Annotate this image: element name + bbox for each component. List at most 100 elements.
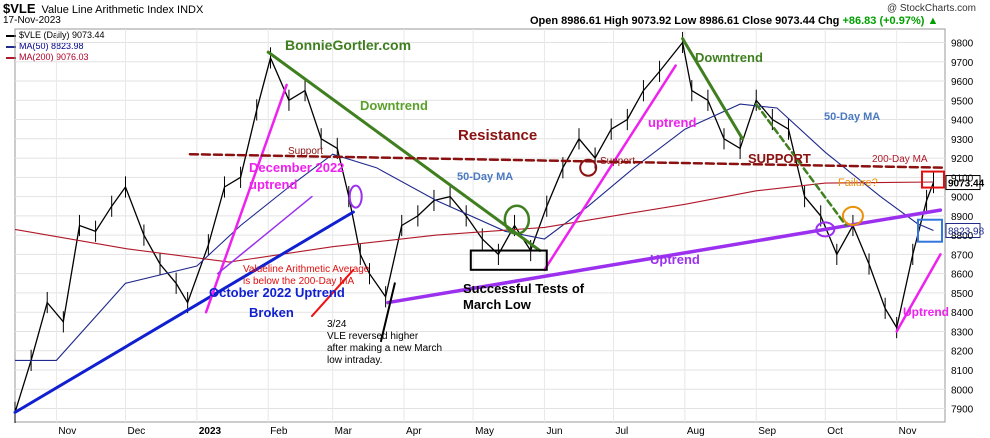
x-tick-label: Feb <box>270 426 288 437</box>
y-tick-label: 7900 <box>951 405 974 416</box>
uptrend-line-2 <box>543 64 677 272</box>
ma50-annot-1: 50-Day MA <box>457 171 513 183</box>
y-tick-label: 8200 <box>951 347 974 358</box>
x-tick-label: Nov <box>58 426 76 437</box>
march-low-box <box>469 249 548 271</box>
legend-price: $VLE (Daily) 9073.44 <box>6 30 105 40</box>
chart-index-name: Value Line Arithmetic Index INDX <box>41 4 204 16</box>
x-tick-label: Oct <box>827 426 843 437</box>
chart-date: 17-Nov-2023 <box>3 15 61 26</box>
change-value: +86.83 (+0.97%) ▲ <box>842 15 939 27</box>
ma50-value-bg <box>945 223 981 239</box>
y-tick-label: 8700 <box>951 250 974 261</box>
series-ma200 <box>14 181 934 263</box>
failure-label: Failure? <box>838 177 878 189</box>
chart-credit: @ StockCharts.com <box>886 3 976 14</box>
below-ma-label-1: Valueline Arithmetic Average <box>243 264 370 275</box>
y-tick-label: 8300 <box>951 327 974 338</box>
x-tick-label: 2023 <box>199 426 222 437</box>
note-label-1: 3/24 <box>327 319 347 330</box>
y-tick-label: 8400 <box>951 308 974 319</box>
resistance-label: Resistance <box>458 127 537 144</box>
y-tick-label: 9500 <box>951 96 974 107</box>
tests-label-1: Successful Tests of <box>463 281 585 296</box>
y-tick-label: 8600 <box>951 270 974 281</box>
chart-grid <box>14 28 946 423</box>
legend-ma200: MA(200) 9076.03 <box>6 52 89 62</box>
price-value-bg <box>945 175 981 191</box>
support-label: Support <box>288 146 323 157</box>
y-tick-label: 9200 <box>951 154 974 165</box>
series-lines <box>14 31 935 423</box>
axis-ticks: 7900 8000 8100 8200 8300 8400 8500 8600 8700 8800… <box>58 38 973 437</box>
y-tick-label: 8100 <box>951 366 974 377</box>
y-tick-label: 9700 <box>951 58 974 69</box>
downtrend2-label: Downtrend <box>695 50 763 65</box>
watermark-label: BonnieGortler.com <box>285 37 411 53</box>
downtrend-line <box>266 50 542 253</box>
support-caps-label: SUPPORT <box>748 151 811 166</box>
legend-ma50: MA(50) 8823.98 <box>6 41 84 51</box>
y-tick-label: 8000 <box>951 385 974 396</box>
y-tick-label: 9800 <box>951 38 974 49</box>
x-tick-label: Sep <box>758 426 776 437</box>
y-tick-label: 8500 <box>951 289 974 300</box>
y-tick-label: 9100 <box>951 173 974 184</box>
annotation-labels: 9073.44 8823.98 BonnieGortler.com Downtrend… <box>209 37 985 366</box>
annotation-shapes <box>13 37 981 414</box>
y-tick-label: 9600 <box>951 77 974 88</box>
support2-label: Support <box>600 156 635 167</box>
broken-label: Broken <box>249 305 294 320</box>
note-label-3: after making a new March <box>327 343 442 354</box>
ma50-value-label: 8823.98 <box>948 227 985 238</box>
x-tick-label: Dec <box>127 426 145 437</box>
ma50-box <box>917 218 943 243</box>
failure-circle <box>841 205 864 226</box>
ma200-annot: 200-Day MA <box>872 154 928 165</box>
uptrend-mid-label: uptrend <box>648 115 696 130</box>
ma50-annot-2: 50-Day MA <box>824 111 880 123</box>
note-label-4: low intraday. <box>327 355 382 366</box>
dec-uptrend-label-1: December 2022 <box>249 160 344 175</box>
ohlc-summary: Open 8986.61 High 9073.92 Low 8986.61 Cl… <box>530 15 939 27</box>
black-arrow-shaft <box>380 282 396 343</box>
y-tick-label: 8900 <box>951 212 974 223</box>
red-arrow-shaft <box>310 268 355 318</box>
uptrend-right-label: Uptrend <box>903 305 949 319</box>
chart-symbol: $VLE Value Line Arithmetic Index INDX <box>3 1 204 16</box>
x-tick-label: Aug <box>687 426 705 437</box>
x-tick-label: Mar <box>335 426 353 437</box>
dec-uptrend-line <box>204 83 288 314</box>
series-price <box>14 40 935 413</box>
oct-circle <box>815 221 836 238</box>
oct-uptrend-line <box>13 210 355 414</box>
dec-uptrend-label-2: uptrend <box>249 177 297 192</box>
may-circle <box>503 204 531 235</box>
y-tick-label: 8800 <box>951 231 974 242</box>
x-tick-label: Apr <box>406 426 422 437</box>
note-label-2: VLE reversed higher <box>327 331 419 342</box>
march-circle <box>348 184 363 209</box>
nov-uptrend-line <box>895 253 942 333</box>
uptrend-bottom-label: Uptrend <box>650 252 700 267</box>
dec-arrow-shaft <box>216 195 313 275</box>
downtrend-label: Downtrend <box>360 98 428 113</box>
x-tick-label: Nov <box>899 426 917 437</box>
price-box <box>921 170 945 189</box>
x-tick-label: Jul <box>616 426 629 437</box>
uptrend-line <box>386 208 943 305</box>
downtrend-line-2 <box>681 37 744 141</box>
oct-uptrend-label: October 2022 Uptrend <box>209 285 345 300</box>
y-tick-label: 9400 <box>951 116 974 127</box>
x-tick-label: May <box>475 426 494 437</box>
tests-label-2: March Low <box>463 297 532 312</box>
resistance-line <box>188 152 947 169</box>
june-circle <box>579 158 598 177</box>
y-tick-label: 9000 <box>951 193 974 204</box>
price-value-label: 9073.44 <box>948 179 985 190</box>
below-ma-label-2: is below the 200-Day MA <box>243 276 354 287</box>
plot-frame <box>14 28 946 423</box>
y-tick-label: 9300 <box>951 135 974 146</box>
x-tick-label: Jun <box>546 426 562 437</box>
